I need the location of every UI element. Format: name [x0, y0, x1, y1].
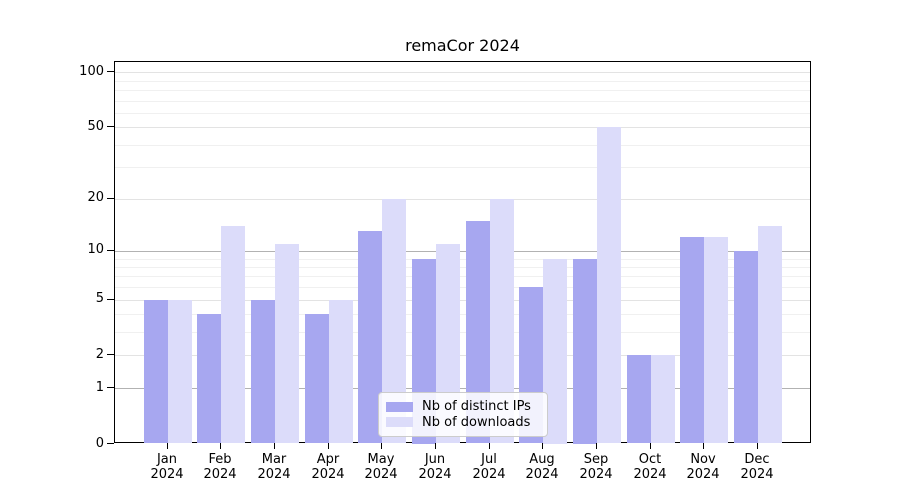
y-tick-label-0: 0 [95, 436, 104, 451]
legend-entry-distinct-ips: Nb of distinct IPs [386, 399, 539, 414]
gridline-70 [115, 101, 810, 102]
bar-downloads-oct [651, 355, 675, 443]
x-tick-label-apr: Apr 2024 [311, 452, 345, 482]
gridline-100 [115, 72, 810, 73]
chart-title: remaCor 2024 [405, 36, 520, 55]
plot-area [114, 61, 811, 444]
gridline-7 [115, 276, 810, 277]
y-tick-mark-5 [107, 299, 114, 300]
x-tick-mark-jul [489, 443, 490, 449]
bar-ips-mar [251, 300, 275, 443]
x-tick-label-feb: Feb 2024 [203, 452, 237, 482]
y-tick-label-100: 100 [79, 64, 104, 79]
y-tick-mark-1 [107, 387, 114, 388]
x-tick-mark-jun [435, 443, 436, 449]
y-tick-mark-20 [107, 198, 114, 199]
x-tick-label-nov: Nov 2024 [686, 452, 720, 482]
gridline-50 [115, 127, 810, 128]
y-tick-label-5: 5 [95, 291, 104, 306]
y-tick-label-2: 2 [95, 347, 104, 362]
y-tick-label-50: 50 [87, 119, 104, 134]
bar-ips-nov [680, 237, 704, 443]
bar-downloads-mar [275, 244, 299, 443]
gridline-8 [115, 267, 810, 268]
x-tick-label-jul: Jul 2024 [472, 452, 506, 482]
x-tick-label-mar: Mar 2024 [257, 452, 291, 482]
bar-ips-sep [573, 259, 597, 444]
gridline-10 [115, 251, 810, 252]
y-tick-mark-2 [107, 354, 114, 355]
x-tick-mark-aug [542, 443, 543, 449]
gridline-9 [115, 259, 810, 260]
gridline-60 [115, 113, 810, 114]
x-tick-label-sep: Sep 2024 [579, 452, 613, 482]
gridline-1 [115, 388, 810, 389]
gridline-3 [115, 332, 810, 333]
bar-ips-feb [197, 314, 221, 443]
x-tick-label-aug: Aug 2024 [525, 452, 559, 482]
bar-ips-dec [734, 251, 758, 443]
gridline-80 [115, 90, 810, 91]
y-tick-label-10: 10 [87, 242, 104, 257]
gridline-90 [115, 81, 810, 82]
legend-label-distinct-ips: Nb of distinct IPs [422, 399, 531, 415]
x-tick-mark-apr [328, 443, 329, 449]
x-tick-mark-feb [220, 443, 221, 449]
y-tick-label-20: 20 [87, 190, 104, 205]
gridline-5 [115, 300, 810, 301]
x-tick-label-jan: Jan 2024 [150, 452, 184, 482]
legend-swatch-downloads [386, 417, 413, 428]
bar-ips-oct [627, 355, 651, 443]
x-tick-mark-dec [757, 443, 758, 449]
x-tick-mark-nov [703, 443, 704, 449]
legend-swatch-distinct-ips [386, 401, 413, 412]
bar-downloads-feb [221, 226, 245, 443]
bar-downloads-jan [168, 300, 192, 443]
x-tick-mark-sep [596, 443, 597, 449]
y-tick-mark-10 [107, 250, 114, 251]
gridline-20 [115, 199, 810, 200]
x-tick-label-dec: Dec 2024 [740, 452, 774, 482]
x-tick-mark-mar [274, 443, 275, 449]
bar-downloads-sep [597, 127, 621, 443]
bar-downloads-nov [704, 237, 728, 443]
x-tick-label-jun: Jun 2024 [418, 452, 452, 482]
y-tick-mark-50 [107, 126, 114, 127]
x-tick-mark-oct [650, 443, 651, 449]
legend-label-downloads: Nb of downloads [422, 414, 531, 430]
y-tick-mark-0 [107, 443, 114, 444]
legend: Nb of distinct IPs Nb of downloads [378, 392, 548, 437]
legend-entry-downloads: Nb of downloads [386, 415, 539, 430]
gridline-4 [115, 314, 810, 315]
bar-downloads-apr [329, 300, 353, 443]
y-tick-mark-100 [107, 71, 114, 72]
x-tick-label-oct: Oct 2024 [633, 452, 667, 482]
x-tick-mark-jan [167, 443, 168, 449]
x-tick-mark-may [381, 443, 382, 449]
gridline-40 [115, 145, 810, 146]
bar-ips-jan [144, 300, 168, 443]
gridline-2 [115, 355, 810, 356]
gridline-30 [115, 167, 810, 168]
x-tick-label-may: May 2024 [364, 452, 398, 482]
bar-downloads-dec [758, 226, 782, 443]
gridline-6 [115, 287, 810, 288]
bar-ips-apr [305, 314, 329, 443]
y-tick-label-1: 1 [95, 380, 104, 395]
